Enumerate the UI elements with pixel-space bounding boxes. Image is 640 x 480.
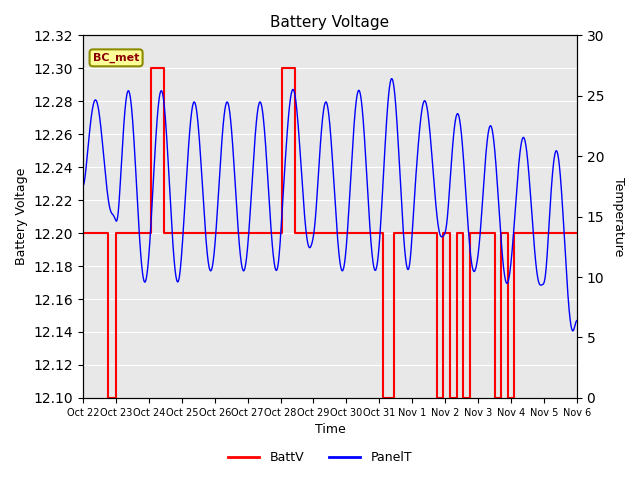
BattV (460, 230, 467, 236)
PanelT (559, 207, 566, 213)
BattV (440, 230, 447, 236)
PanelT (468, 263, 476, 269)
BattV (291, 65, 299, 71)
BattV (433, 395, 441, 401)
BattV (390, 395, 398, 401)
BattV (446, 395, 454, 401)
BattV (497, 395, 505, 401)
BattV (466, 395, 474, 401)
Line: PanelT: PanelT (83, 79, 577, 331)
BattV (112, 230, 120, 236)
BattV (466, 230, 474, 236)
PanelT (388, 76, 396, 82)
BattV (453, 230, 461, 236)
PanelT (569, 328, 577, 334)
PanelT (559, 204, 566, 209)
BattV (147, 230, 154, 236)
PanelT (573, 318, 580, 324)
BattV (112, 395, 120, 401)
BattV (504, 230, 511, 236)
BattV (433, 230, 441, 236)
BattV (390, 230, 398, 236)
BattV (291, 230, 299, 236)
PanelT (319, 110, 327, 116)
BattV (379, 230, 387, 236)
PanelT (306, 245, 314, 251)
Legend: BattV, PanelT: BattV, PanelT (223, 446, 417, 469)
BattV (104, 395, 111, 401)
BattV (278, 65, 286, 71)
BattV (79, 230, 87, 236)
BattV (446, 230, 454, 236)
Text: BC_met: BC_met (93, 53, 140, 63)
BattV (491, 230, 499, 236)
BattV (511, 395, 518, 401)
BattV (160, 230, 168, 236)
BattV (573, 230, 580, 236)
BattV (104, 230, 111, 236)
BattV (491, 395, 499, 401)
Line: BattV: BattV (83, 68, 577, 398)
Title: Battery Voltage: Battery Voltage (270, 15, 390, 30)
BattV (453, 395, 461, 401)
BattV (460, 395, 467, 401)
BattV (511, 230, 518, 236)
BattV (504, 395, 511, 401)
BattV (440, 395, 447, 401)
PanelT (104, 196, 112, 202)
Y-axis label: Temperature: Temperature (612, 177, 625, 256)
Y-axis label: Battery Voltage: Battery Voltage (15, 168, 28, 265)
BattV (379, 395, 387, 401)
BattV (147, 65, 154, 71)
BattV (160, 65, 168, 71)
PanelT (79, 183, 87, 189)
BattV (497, 230, 505, 236)
BattV (278, 230, 286, 236)
X-axis label: Time: Time (314, 423, 346, 436)
